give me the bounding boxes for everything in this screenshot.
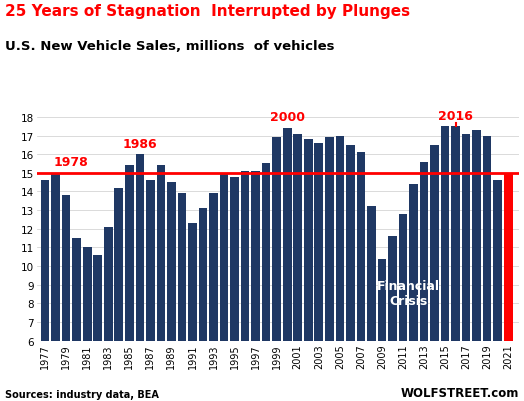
Text: Financial
Crisis: Financial Crisis <box>377 279 440 308</box>
Bar <box>441 127 450 401</box>
Bar <box>325 138 334 401</box>
Bar <box>62 196 70 401</box>
Bar <box>399 214 407 401</box>
Text: 25 Years of Stagnation  Interrupted by Plunges: 25 Years of Stagnation Interrupted by Pl… <box>5 4 410 19</box>
Bar <box>272 138 281 401</box>
Bar <box>409 184 418 401</box>
Bar <box>367 207 376 401</box>
Bar <box>72 239 81 401</box>
Bar <box>230 177 239 401</box>
Bar <box>483 136 492 401</box>
Bar <box>262 164 270 401</box>
Bar <box>104 227 113 401</box>
Bar <box>378 259 386 401</box>
Bar <box>146 181 155 401</box>
Bar <box>241 172 249 401</box>
Bar <box>178 194 186 401</box>
Bar <box>420 162 428 401</box>
Text: 1986: 1986 <box>123 137 157 150</box>
Bar <box>472 131 481 401</box>
Bar <box>252 172 260 401</box>
Text: 2016: 2016 <box>438 109 473 122</box>
Text: U.S. New Vehicle Sales, millions  of vehicles: U.S. New Vehicle Sales, millions of vehi… <box>5 40 335 53</box>
Text: Sources: industry data, BEA: Sources: industry data, BEA <box>5 389 159 399</box>
Bar <box>93 255 102 401</box>
Bar <box>199 209 208 401</box>
Bar <box>388 237 397 401</box>
Bar <box>136 155 144 401</box>
Bar <box>114 188 123 401</box>
Bar <box>346 146 355 401</box>
Bar <box>304 140 312 401</box>
Bar <box>188 224 197 401</box>
Bar <box>167 183 176 401</box>
Bar <box>41 181 49 401</box>
Bar <box>220 173 228 401</box>
Bar <box>283 129 291 401</box>
Bar <box>335 136 344 401</box>
Bar <box>356 153 365 401</box>
Bar <box>504 173 512 401</box>
Bar <box>494 181 502 401</box>
Bar <box>430 146 439 401</box>
Bar <box>125 166 134 401</box>
Text: 1978: 1978 <box>53 156 88 169</box>
Bar <box>293 134 302 401</box>
Bar <box>314 144 323 401</box>
Text: WOLFSTREET.com: WOLFSTREET.com <box>400 386 519 399</box>
Bar <box>157 166 165 401</box>
Bar <box>462 134 471 401</box>
Bar <box>451 127 460 401</box>
Bar <box>51 173 60 401</box>
Bar <box>83 248 92 401</box>
Text: 2000: 2000 <box>270 111 304 124</box>
Bar <box>209 194 218 401</box>
